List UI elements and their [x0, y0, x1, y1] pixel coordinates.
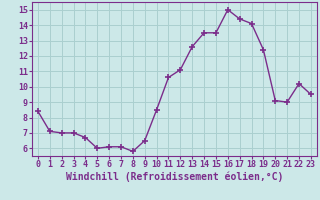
- X-axis label: Windchill (Refroidissement éolien,°C): Windchill (Refroidissement éolien,°C): [66, 172, 283, 182]
